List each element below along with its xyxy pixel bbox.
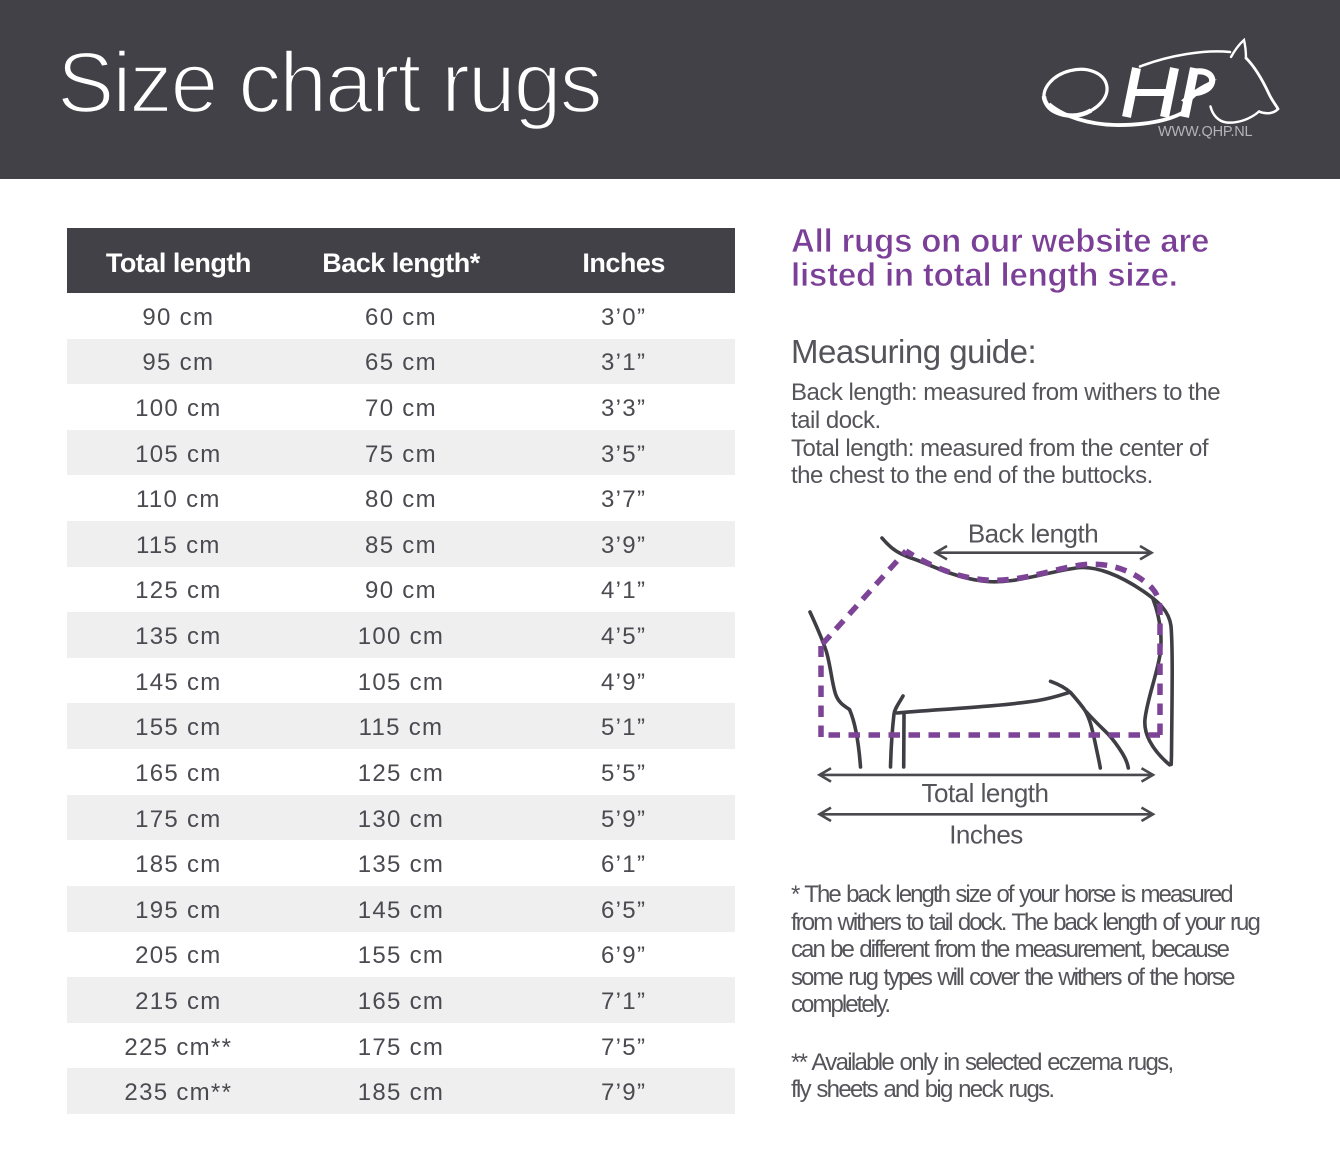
svg-text:Total length: Total length <box>922 778 1049 808</box>
svg-text:Back length: Back length <box>968 519 1098 549</box>
svg-text:Inches: Inches <box>949 820 1023 850</box>
svg-text:WWW.QHP.NL: WWW.QHP.NL <box>1158 124 1253 140</box>
